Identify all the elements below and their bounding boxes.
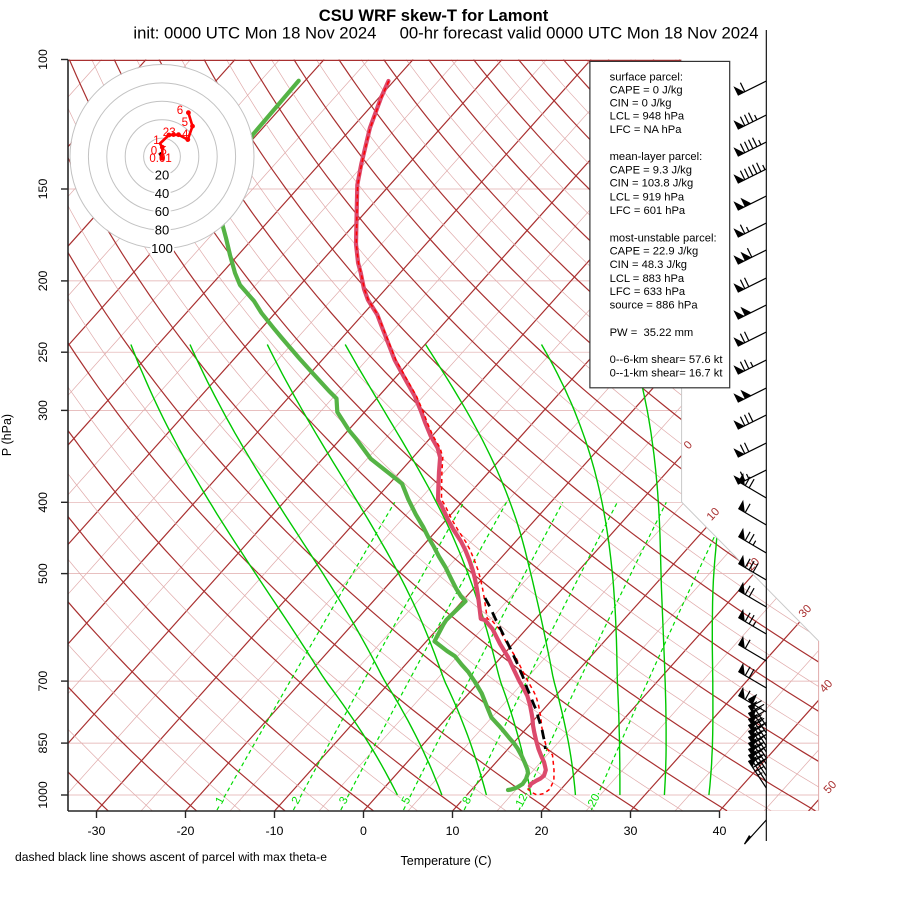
svg-text:4: 4: [182, 129, 189, 141]
svg-text:30: 30: [624, 824, 638, 838]
svg-text:dashed black line shows ascent: dashed black line shows ascent of parcel…: [15, 850, 327, 864]
svg-text:0--1-km shear= 16.7 kt: 0--1-km shear= 16.7 kt: [610, 367, 724, 379]
svg-text:850: 850: [36, 733, 50, 754]
svg-text:-10: -10: [266, 824, 284, 838]
svg-text:40: 40: [713, 824, 727, 838]
svg-text:20: 20: [535, 824, 549, 838]
svg-text:CSU WRF skew-T for Lamont: CSU WRF skew-T for Lamont: [319, 6, 549, 25]
svg-text:150: 150: [36, 179, 50, 200]
svg-text:100: 100: [36, 49, 50, 70]
svg-text:200: 200: [36, 270, 50, 291]
svg-text:6: 6: [177, 105, 183, 117]
svg-text:LFC = NA hPa: LFC = NA hPa: [610, 124, 683, 136]
svg-text:PW = 35.22 mm: PW = 35.22 mm: [610, 327, 694, 339]
svg-text:0.01: 0.01: [149, 153, 171, 165]
svg-text:LCL = 883 hPa: LCL = 883 hPa: [610, 273, 685, 285]
svg-text:LCL = 948 hPa: LCL = 948 hPa: [610, 110, 685, 122]
svg-text:CIN = 48.3 J/kg: CIN = 48.3 J/kg: [610, 259, 687, 271]
svg-text:250: 250: [36, 342, 50, 363]
svg-text:400: 400: [36, 492, 50, 513]
svg-text:surface parcel:: surface parcel:: [610, 72, 683, 84]
svg-text:init: 0000 UTC Mon 18 Nov 2024: init: 0000 UTC Mon 18 Nov 2024 00-hr for…: [133, 24, 758, 43]
svg-text:CAPE = 0 J/kg: CAPE = 0 J/kg: [610, 85, 683, 97]
svg-text:0: 0: [360, 824, 367, 838]
svg-text:LFC = 633 hPa: LFC = 633 hPa: [610, 286, 686, 298]
svg-text:CAPE = 9.3 J/kg: CAPE = 9.3 J/kg: [610, 165, 692, 177]
svg-text:CAPE = 22.9 J/kg: CAPE = 22.9 J/kg: [610, 246, 699, 258]
svg-text:2: 2: [163, 127, 169, 139]
svg-text:source = 886 hPa: source = 886 hPa: [610, 299, 699, 311]
svg-text:5: 5: [182, 117, 188, 129]
svg-text:0--6-km shear= 57.6 kt: 0--6-km shear= 57.6 kt: [610, 354, 724, 366]
svg-text:LCL = 919 hPa: LCL = 919 hPa: [610, 192, 685, 204]
svg-text:-30: -30: [88, 824, 106, 838]
svg-text:300: 300: [36, 400, 50, 421]
svg-text:3: 3: [169, 127, 175, 139]
svg-text:Temperature (C): Temperature (C): [401, 854, 492, 868]
svg-text:mean-layer parcel:: mean-layer parcel:: [610, 151, 703, 163]
svg-text:40: 40: [155, 186, 169, 201]
svg-text:700: 700: [36, 671, 50, 692]
svg-text:100: 100: [151, 241, 173, 256]
svg-text:-20: -20: [177, 824, 195, 838]
svg-text:CIN = 103.8 J/kg: CIN = 103.8 J/kg: [610, 178, 694, 190]
svg-text:P (hPa): P (hPa): [0, 414, 14, 456]
svg-text:60: 60: [155, 204, 169, 219]
svg-text:20: 20: [155, 167, 169, 182]
svg-text:CIN = 0 J/kg: CIN = 0 J/kg: [610, 98, 672, 110]
svg-text:LFC = 601 hPa: LFC = 601 hPa: [610, 205, 686, 217]
svg-text:500: 500: [36, 563, 50, 584]
svg-text:most-unstable parcel:: most-unstable parcel:: [610, 233, 717, 245]
svg-text:1000: 1000: [36, 781, 50, 809]
svg-text:80: 80: [155, 223, 169, 238]
svg-text:10: 10: [446, 824, 460, 838]
